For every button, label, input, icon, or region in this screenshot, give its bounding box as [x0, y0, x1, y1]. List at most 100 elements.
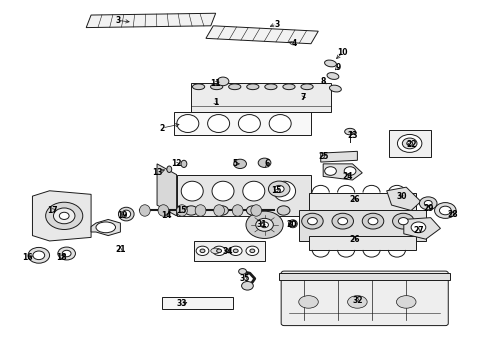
Ellipse shape	[96, 222, 116, 233]
Ellipse shape	[299, 296, 318, 308]
Text: 26: 26	[350, 195, 360, 204]
Text: 20: 20	[286, 220, 296, 229]
Bar	[309, 235, 416, 250]
Ellipse shape	[181, 160, 187, 167]
Bar	[389, 130, 431, 157]
Circle shape	[246, 206, 259, 215]
Polygon shape	[404, 218, 441, 239]
Polygon shape	[387, 187, 421, 211]
Circle shape	[440, 206, 451, 215]
Bar	[279, 273, 450, 280]
Text: 30: 30	[396, 192, 407, 201]
Polygon shape	[91, 220, 121, 235]
Ellipse shape	[273, 181, 295, 201]
Ellipse shape	[239, 114, 260, 132]
Text: 22: 22	[406, 140, 416, 149]
Circle shape	[200, 249, 205, 253]
Text: 14: 14	[162, 211, 172, 220]
Circle shape	[233, 249, 238, 253]
Text: 11: 11	[210, 79, 221, 88]
Bar	[176, 175, 311, 216]
Ellipse shape	[181, 181, 203, 201]
Text: 15: 15	[176, 206, 187, 215]
Circle shape	[269, 181, 290, 197]
Text: 29: 29	[423, 204, 434, 213]
Circle shape	[28, 247, 49, 263]
Text: 13: 13	[152, 168, 162, 177]
Ellipse shape	[229, 84, 241, 90]
Bar	[309, 193, 416, 211]
Bar	[162, 297, 233, 309]
Circle shape	[362, 213, 384, 229]
Bar	[299, 211, 426, 241]
Circle shape	[217, 77, 229, 86]
Ellipse shape	[208, 114, 230, 132]
Text: 15: 15	[271, 186, 282, 195]
Ellipse shape	[193, 84, 205, 90]
Text: 23: 23	[347, 131, 358, 140]
Text: 3: 3	[115, 16, 121, 25]
Text: 2: 2	[159, 123, 165, 132]
Circle shape	[213, 246, 225, 256]
Circle shape	[246, 246, 259, 256]
Circle shape	[338, 217, 347, 225]
Ellipse shape	[396, 296, 416, 308]
Text: 16: 16	[23, 253, 33, 262]
Polygon shape	[157, 164, 176, 216]
Circle shape	[344, 167, 356, 175]
Circle shape	[277, 206, 290, 215]
Ellipse shape	[214, 205, 224, 216]
Polygon shape	[321, 151, 357, 162]
Circle shape	[185, 206, 197, 215]
Polygon shape	[206, 26, 318, 44]
Circle shape	[435, 203, 456, 219]
Text: 1: 1	[213, 98, 219, 107]
Circle shape	[246, 211, 283, 238]
Text: 34: 34	[222, 247, 233, 256]
Ellipse shape	[327, 73, 339, 80]
Circle shape	[242, 282, 253, 290]
Bar	[191, 83, 331, 112]
Circle shape	[46, 202, 83, 229]
Ellipse shape	[246, 84, 259, 90]
FancyBboxPatch shape	[281, 271, 448, 325]
Circle shape	[216, 206, 228, 215]
Text: 3: 3	[274, 19, 279, 28]
Text: 10: 10	[338, 48, 348, 57]
Ellipse shape	[289, 220, 297, 228]
Ellipse shape	[158, 205, 169, 216]
Text: 18: 18	[56, 253, 67, 262]
Text: 33: 33	[176, 299, 187, 308]
Ellipse shape	[119, 207, 134, 221]
Circle shape	[239, 269, 246, 274]
Ellipse shape	[324, 60, 337, 67]
Ellipse shape	[195, 205, 206, 216]
Ellipse shape	[301, 84, 313, 90]
Circle shape	[332, 213, 353, 229]
Text: 27: 27	[413, 226, 424, 235]
Ellipse shape	[211, 84, 223, 90]
Circle shape	[59, 212, 69, 220]
Text: 6: 6	[265, 159, 270, 168]
Circle shape	[33, 251, 45, 260]
Polygon shape	[32, 191, 91, 241]
Circle shape	[58, 247, 75, 260]
Circle shape	[290, 221, 296, 226]
Bar	[174, 112, 311, 135]
Text: 8: 8	[320, 77, 326, 86]
Ellipse shape	[269, 114, 291, 132]
Text: 12: 12	[172, 159, 182, 168]
Circle shape	[302, 213, 323, 229]
Circle shape	[368, 217, 378, 225]
Ellipse shape	[283, 84, 295, 90]
Circle shape	[407, 141, 413, 145]
Text: 24: 24	[343, 172, 353, 181]
Circle shape	[196, 246, 209, 256]
Ellipse shape	[212, 181, 234, 201]
Circle shape	[424, 201, 432, 206]
Circle shape	[419, 197, 437, 210]
Ellipse shape	[232, 205, 243, 216]
Circle shape	[397, 134, 422, 152]
Text: 19: 19	[118, 211, 128, 220]
Circle shape	[402, 138, 417, 149]
